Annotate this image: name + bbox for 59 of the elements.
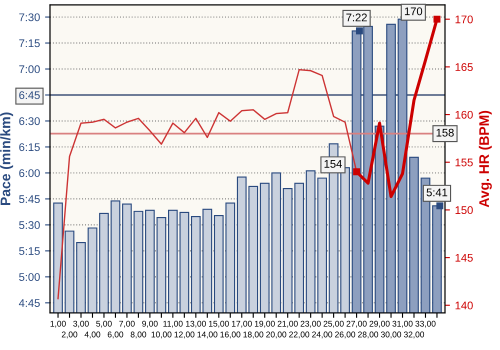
x-tick-label: 9,00 — [142, 320, 158, 328]
x-tick-label: 7,00 — [119, 320, 135, 328]
data-label: 7:22 — [346, 14, 367, 22]
y2-axis-title: Avg. HR (BPM) — [478, 110, 492, 208]
x-tick-label: 17,00 — [232, 320, 252, 328]
x-tick-label: 20,00 — [266, 332, 286, 338]
x-tick-label: 12,00 — [174, 332, 194, 338]
x-tick-label: 13,00 — [186, 320, 206, 328]
y2-tick-label: 170 — [456, 15, 473, 24]
y-tick-label: 7:00 — [19, 65, 40, 74]
y2-tick-label: 140 — [456, 302, 473, 310]
x-tick-label: 19,00 — [254, 320, 275, 328]
x-tick-label: 23,00 — [300, 320, 321, 328]
x-tick-label: 28,00 — [358, 332, 378, 338]
y2-tick-label: 150 — [456, 206, 473, 214]
x-tick-label: 26,00 — [335, 332, 356, 338]
x-tick-label: 33,00 — [415, 320, 436, 328]
y-tick-label: 5:45 — [19, 195, 40, 204]
x-tick-label: 16,00 — [220, 332, 240, 338]
y-tick-label: 4:45 — [18, 299, 40, 307]
x-tick-label: 22,00 — [289, 332, 310, 338]
y-tick-label: 5:15 — [19, 247, 40, 255]
y-tick-label: 5:30 — [19, 221, 40, 230]
x-tick-label: 31,00 — [392, 320, 413, 328]
x-tick-label: 32,00 — [404, 332, 424, 338]
x-tick-label: 2,00 — [62, 332, 78, 338]
y2-tick-label: 145 — [456, 254, 473, 262]
data-label: 154 — [324, 160, 342, 168]
y-tick-label: 7:30 — [19, 13, 40, 22]
x-tick-label: 4,00 — [84, 332, 100, 338]
x-tick-label: 14,00 — [198, 332, 218, 338]
data-label: 5:41 — [426, 188, 448, 196]
y-tick-label: 6:15 — [19, 143, 40, 152]
x-tick-label: 6,00 — [108, 332, 124, 338]
x-tick-label: 1,00 — [50, 320, 66, 328]
y2-tick-label: 155 — [456, 158, 473, 166]
data-label: 170 — [404, 7, 422, 16]
x-tick-label: 10,00 — [152, 332, 172, 338]
y2-tick-label: 165 — [456, 63, 473, 72]
x-tick-label: 11,00 — [163, 320, 183, 328]
x-tick-label: 27,00 — [346, 320, 367, 328]
y2-tick-label: 160 — [456, 110, 473, 119]
x-tick-label: 18,00 — [243, 332, 264, 338]
x-tick-label: 8,00 — [130, 332, 146, 338]
y-tick-label: 5:00 — [19, 273, 40, 281]
x-tick-label: 5,00 — [96, 320, 112, 328]
x-tick-label: 30,00 — [380, 332, 402, 338]
x-tick-label: 25,00 — [324, 320, 344, 328]
x-tick-label: 24,00 — [312, 332, 332, 338]
x-tick-label: 3,00 — [73, 320, 89, 328]
y-axis-title: Pace (min/km) — [0, 112, 14, 206]
ref-line-label: 158 — [436, 128, 454, 137]
y-tick-label: 7:15 — [19, 39, 40, 48]
y-tick-label: 6:30 — [19, 117, 40, 126]
y-tick-label: 6:00 — [19, 169, 40, 178]
x-tick-label: 15,00 — [209, 320, 229, 328]
x-tick-label: 29,00 — [370, 320, 390, 328]
x-tick-label: 21,00 — [278, 320, 298, 328]
y-tick-label: 6:45 — [19, 91, 40, 100]
